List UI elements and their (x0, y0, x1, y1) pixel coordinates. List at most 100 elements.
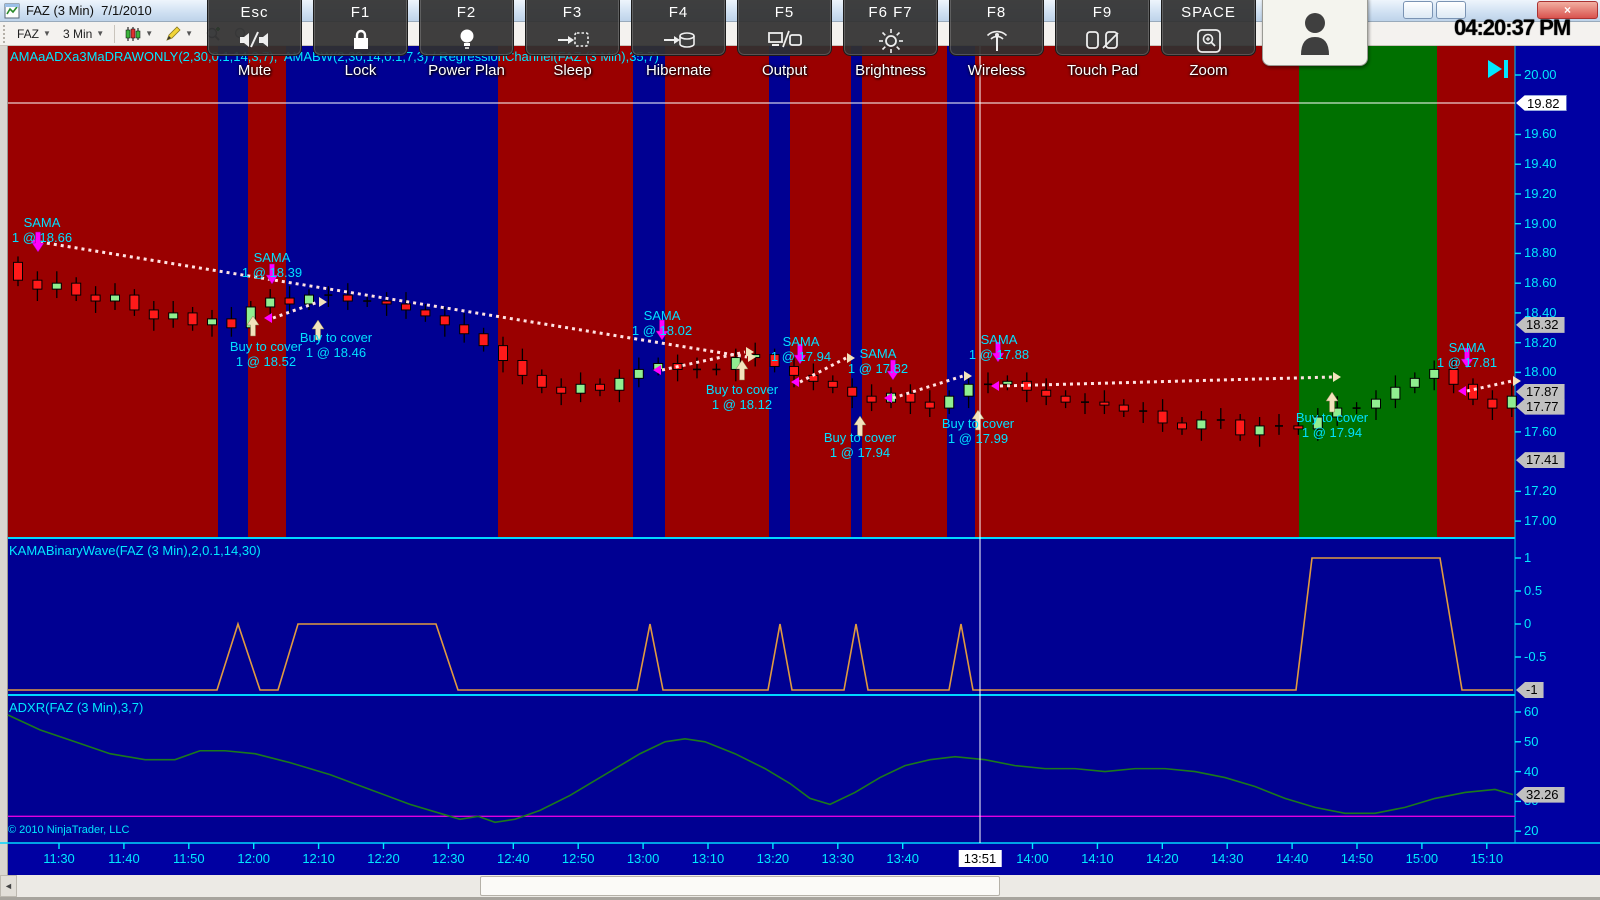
chevron-down-icon: ▼ (185, 29, 194, 38)
app-chart-icon (4, 3, 20, 18)
adxr-panel-bg (8, 695, 1515, 843)
price-tick-label: 19.60 (1524, 126, 1557, 142)
interval-value: 3 Min (62, 26, 93, 41)
toolbar-separator (114, 24, 116, 43)
osd-caption-hibernate: Hibernate (645, 62, 712, 79)
time-label: 13:30 (821, 851, 855, 866)
osd-caption-zoom: Zoom (1189, 62, 1228, 79)
time-label: 12:50 (561, 851, 595, 866)
trade-entry-label: SAMA 1 @ 18.02 (632, 308, 692, 338)
time-label: 12:30 (432, 851, 465, 866)
osd-key-name: F5 (774, 4, 795, 21)
toolbar-grip[interactable] (3, 24, 8, 43)
kama-panel-label: KAMABinaryWave(FAZ (3 Min),2,0.1,14,30) (9, 543, 261, 558)
osd-caption-sleep: Sleep (553, 62, 592, 79)
kama-current-tag: -1 (1516, 682, 1544, 698)
time-label: 14:00 (1016, 851, 1049, 866)
price-tick-label: 18.80 (1524, 245, 1557, 261)
chevron-down-icon: ▼ (145, 29, 154, 38)
price-tick-label: 19.40 (1524, 156, 1557, 172)
chart-style-button[interactable]: ▼ (119, 23, 159, 45)
osd-caption-touch-pad: Touch Pad (1067, 62, 1138, 79)
trade-exit-label: Buy to cover 1 @ 18.46 (300, 330, 372, 360)
price-tick-label: 18.60 (1524, 275, 1557, 291)
trade-name: SAMA (782, 334, 820, 349)
trend-band-blue (218, 46, 248, 538)
time-label: 11:50 (173, 851, 205, 866)
osd-caption-wireless: Wireless (967, 62, 1026, 79)
trade-name: Buy to cover (941, 416, 1015, 431)
price-tick-label: 17.60 (1524, 423, 1557, 439)
trade-entry-label: SAMA 1 @ 17.94 (771, 334, 831, 364)
osd-key-hibernate[interactable]: F4 (631, 0, 726, 56)
osd-caption-output: Output (761, 62, 808, 79)
close-button[interactable]: × (1537, 1, 1598, 19)
osd-key-output[interactable]: F5 (737, 0, 832, 56)
output-icon (767, 27, 803, 58)
osd-key-name: F8 (986, 4, 1007, 21)
osd-key-name: F4 (668, 4, 689, 21)
osd-key-touch-pad[interactable]: F9 (1055, 0, 1150, 56)
time-label: 11:30 (43, 851, 75, 866)
osd-key-mute[interactable]: Esc (207, 0, 302, 56)
osd-key-zoom[interactable]: SPACE (1161, 0, 1256, 56)
chevron-down-icon: ▼ (43, 29, 51, 38)
osd-caption-brightness: Brightness (855, 62, 926, 79)
trade-entry-label: SAMA 1 @ 17.82 (848, 346, 908, 376)
kama-panel-bg (8, 538, 1515, 695)
trend-band-blue (633, 46, 665, 538)
osd-key-sleep[interactable]: F3 (525, 0, 620, 56)
price-tick-label: 17.20 (1524, 483, 1557, 499)
price-tick-label: 19.00 (1524, 215, 1557, 231)
osd-key-power-plan[interactable]: F2 (419, 0, 514, 56)
trade-exit-label: Buy to cover 1 @ 18.52 (230, 339, 302, 369)
trend-band-blue (769, 46, 790, 538)
trade-qty-price: 1 @ 18.46 (305, 345, 367, 360)
time-label: 15:10 (1470, 851, 1504, 866)
trend-band-green (1299, 46, 1437, 538)
adxr-tick-label: 50 (1524, 733, 1539, 749)
maximize-button[interactable] (1436, 1, 1466, 19)
adxr-tick-label: 60 (1524, 704, 1539, 719)
osd-key-wireless[interactable]: F8 (949, 0, 1044, 56)
adxr-tick-label: 40 (1524, 763, 1539, 779)
interval-dropdown[interactable]: 3 Min ▼ (57, 24, 110, 44)
scroll-left-arrow-icon[interactable]: ◄ (0, 875, 17, 897)
kama-tick-label: 0.5 (1524, 583, 1543, 598)
time-label: 15:00 (1405, 851, 1439, 866)
window-bottom-border (0, 897, 1600, 900)
draw-tools-button[interactable]: ▼ (159, 23, 199, 45)
price-tick-label: 19.20 (1524, 185, 1557, 201)
touchpad-icon (1085, 27, 1121, 58)
trade-qty-price: 1 @ 18.52 (235, 354, 297, 369)
time-label: 13:20 (756, 851, 790, 866)
trend-band-red (790, 46, 851, 538)
trade-entry-label: SAMA 1 @ 18.66 (12, 215, 72, 245)
trend-band-red (1437, 46, 1515, 538)
time-label: 14:40 (1275, 851, 1309, 866)
trade-exit-label: Buy to cover 1 @ 17.94 (1296, 410, 1368, 440)
osd-key-brightness[interactable]: F6 F7 (843, 0, 938, 56)
trade-name: SAMA (859, 346, 897, 361)
osd-key-lock[interactable]: F1 (313, 0, 408, 56)
osd-caption-mute: Mute (237, 62, 272, 79)
trade-qty-price: 1 @ 17.88 (968, 347, 1030, 362)
user-tile[interactable] (1262, 0, 1368, 66)
sleep-icon (556, 27, 590, 58)
instrument-dropdown[interactable]: FAZ ▼ (11, 24, 57, 44)
trade-qty-price: 1 @ 18.66 (11, 230, 73, 245)
scrollbar-thumb[interactable] (480, 876, 1000, 896)
user-silhouette-icon (1301, 13, 1329, 55)
trend-band-blue (851, 46, 862, 538)
trade-qty-price: 1 @ 17.94 (829, 445, 891, 460)
horizontal-scrollbar[interactable]: ◄ (0, 875, 1600, 897)
chevron-down-icon: ▼ (96, 29, 105, 38)
chart-canvas[interactable]: AMAaADXa3MaDRAWONLY(2,30,0.1,14,3,7), AM… (0, 46, 1600, 875)
brightness-icon (877, 27, 905, 60)
minimize-button[interactable] (1403, 1, 1433, 19)
trend-band-blue (947, 46, 975, 538)
osd-key-name: F6 F7 (868, 4, 913, 21)
trade-qty-price: 1 @ 17.94 (1301, 425, 1363, 440)
osd-key-name: Esc (240, 4, 269, 21)
